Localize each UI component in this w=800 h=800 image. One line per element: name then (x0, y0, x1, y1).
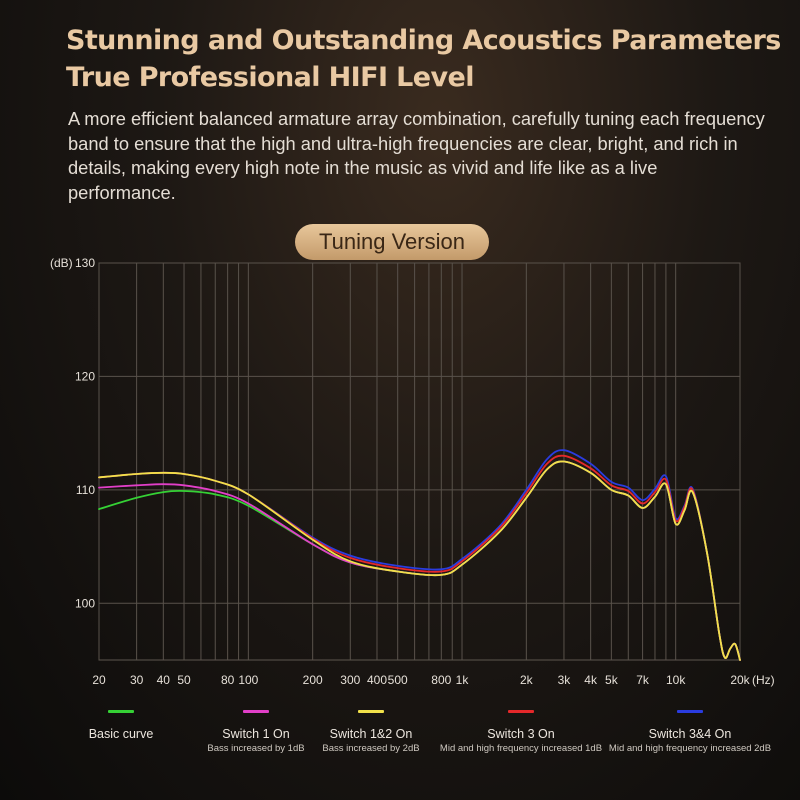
chart-curves (98, 449, 741, 661)
y-tick-label: 110 (76, 483, 95, 497)
x-tick-label: 3k (558, 673, 572, 687)
legend-item-3: Switch 1&2 On Bass increased by 2dB (271, 700, 471, 756)
x-tick-label: 20 (92, 673, 106, 687)
x-tick-label: 80 (221, 673, 235, 687)
legend-label: Switch 3&4 On (648, 727, 732, 741)
legend-label: Switch 1&2 On (329, 727, 413, 741)
x-unit-label: (Hz) (752, 673, 775, 687)
x-tick-label: 1k (456, 673, 470, 687)
x-tick-label: 40 (157, 673, 171, 687)
x-tick-label: 500 (388, 673, 408, 687)
legend-label: Basic curve (88, 727, 154, 741)
legend-label: Switch 1 On (222, 727, 290, 741)
y-tick-label: 130 (75, 256, 95, 270)
legend-note: Mid and high frequency increased 2dB (608, 743, 772, 754)
x-tick-label: 5k (605, 673, 619, 687)
x-tick-label: 200 (303, 673, 323, 687)
legend-note: Bass increased by 1dB (207, 743, 305, 754)
series-line-5 (98, 449, 741, 661)
chart-grid (98, 262, 741, 661)
legend-item-1: Basic curve (21, 700, 221, 742)
y-tick-label: 120 (75, 369, 95, 383)
legend-swatch (243, 710, 269, 713)
x-tick-label: 2k (520, 673, 534, 687)
legend-item-2: Switch 1 On Bass increased by 1dB (156, 700, 356, 756)
series-line-3 (98, 460, 741, 661)
legend-swatch (508, 710, 534, 713)
x-tick-label: 800 (431, 673, 451, 687)
legend-note: Mid and high frequency increased 1dB (439, 743, 603, 754)
y-unit-label: (dB) (50, 256, 73, 270)
x-tick-label: 100 (238, 673, 258, 687)
legend-label: Switch 3 On (487, 727, 555, 741)
tuning-version-badge: Tuning Version (295, 224, 489, 260)
chart-legend: Basic curve Switch 1 On Bass increased by … (0, 700, 800, 780)
x-tick-label: 300 (340, 673, 360, 687)
x-tick-label: 7k (636, 673, 650, 687)
x-tick-label: 4k (584, 673, 598, 687)
legend-swatch (358, 710, 384, 713)
title-line-1: Stunning and Outstanding Acoustics Param… (66, 25, 781, 56)
plot-frame (98, 262, 741, 661)
legend-item-5: Switch 3&4 On Mid and high frequency incr… (590, 700, 790, 756)
legend-swatch (677, 710, 703, 713)
x-tick-label: 30 (130, 673, 144, 687)
x-tick-label: 50 (177, 673, 191, 687)
x-tick-label: 10k (666, 673, 686, 687)
legend-item-4: Switch 3 On Mid and high frequency increa… (421, 700, 621, 756)
x-tick-label: 20k (730, 673, 750, 687)
legend-swatch (108, 710, 134, 713)
description-text: A more efficient balanced armature array… (68, 108, 765, 203)
y-tick-label: 100 (75, 596, 95, 610)
x-tick-label: 400 (367, 673, 387, 687)
title-line-2: True Professional HIFI Level (66, 62, 474, 93)
legend-note: Bass increased by 2dB (322, 743, 420, 754)
page-title: Stunning and Outstanding Acoustics Param… (66, 22, 781, 96)
series-line-1 (98, 460, 741, 661)
